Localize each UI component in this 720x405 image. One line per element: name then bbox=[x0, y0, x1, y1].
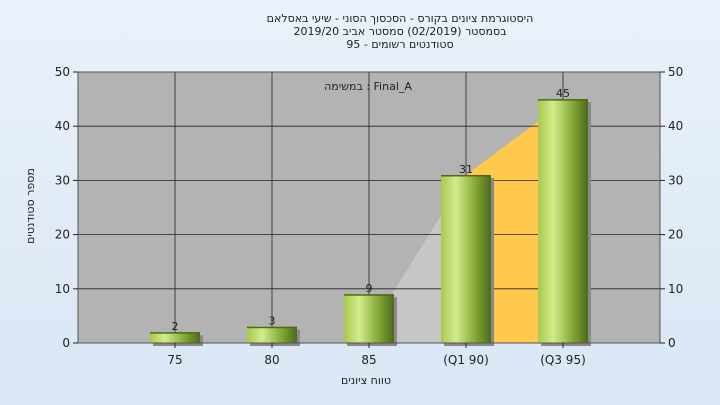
x-tick-label-1: 80 bbox=[264, 353, 279, 367]
bar-0 bbox=[150, 332, 200, 343]
x-tick-label-2: 85 bbox=[361, 353, 376, 367]
data-label-1: 3 bbox=[269, 315, 276, 328]
y-tick-label-right: 10 bbox=[668, 282, 683, 296]
bars: 2 3 9 31 45 bbox=[150, 87, 591, 346]
y-tick-label-right: 20 bbox=[668, 228, 683, 242]
bar-3 bbox=[441, 174, 491, 343]
x-tick-label-3: (Q1 90) bbox=[443, 353, 489, 367]
data-label-2: 9 bbox=[366, 282, 373, 295]
data-label-4: 45 bbox=[556, 87, 570, 100]
x-tick-label-4: (Q3 95) bbox=[540, 353, 586, 367]
bar-top-edge bbox=[150, 332, 200, 334]
y-tick-label-left: 10 bbox=[55, 282, 70, 296]
x-axis: 75 80 85 (Q1 90) (Q3 95) bbox=[167, 343, 586, 367]
bar-top-edge bbox=[538, 99, 588, 101]
y-tick-label-left: 0 bbox=[62, 336, 70, 350]
chart-title-line-2: בסמסטר (02/2019) סמסטר אביב 2019/20 bbox=[293, 25, 506, 38]
y-axis-label: מספר סטודנטים bbox=[24, 168, 37, 244]
data-label-0: 2 bbox=[172, 320, 179, 333]
y-axis-right: 0 10 20 30 40 50 bbox=[660, 65, 683, 350]
bar-1 bbox=[247, 326, 297, 343]
y-tick-label-right: 30 bbox=[668, 173, 683, 187]
y-axis-left: 0 10 20 30 40 50 bbox=[55, 65, 78, 350]
bar-top-edge bbox=[247, 326, 297, 329]
x-axis-label: טווח ציונים bbox=[341, 374, 391, 387]
y-tick-label-right: 50 bbox=[668, 65, 683, 79]
y-tick-label-left: 40 bbox=[55, 119, 70, 133]
bar-4 bbox=[538, 99, 588, 343]
y-tick-label-right: 40 bbox=[668, 119, 683, 133]
y-tick-label-right: 0 bbox=[668, 336, 676, 350]
bar-top-edge bbox=[344, 294, 394, 296]
data-label-3: 31 bbox=[459, 163, 473, 176]
chart-title-line-1: היסטוגרמת ציונים בקורס - הסכסוך הסוני - … bbox=[267, 12, 534, 25]
bar-2 bbox=[344, 294, 394, 343]
legend-text: במשימה : Final_A bbox=[324, 80, 412, 93]
bar-top-edge bbox=[441, 174, 491, 177]
x-tick-label-0: 75 bbox=[167, 353, 182, 367]
chart-title-line-3: סטודנטים רשומים - 95 bbox=[346, 38, 453, 51]
y-tick-label-left: 50 bbox=[55, 65, 70, 79]
y-tick-label-left: 20 bbox=[55, 228, 70, 242]
y-tick-label-left: 30 bbox=[55, 173, 70, 187]
